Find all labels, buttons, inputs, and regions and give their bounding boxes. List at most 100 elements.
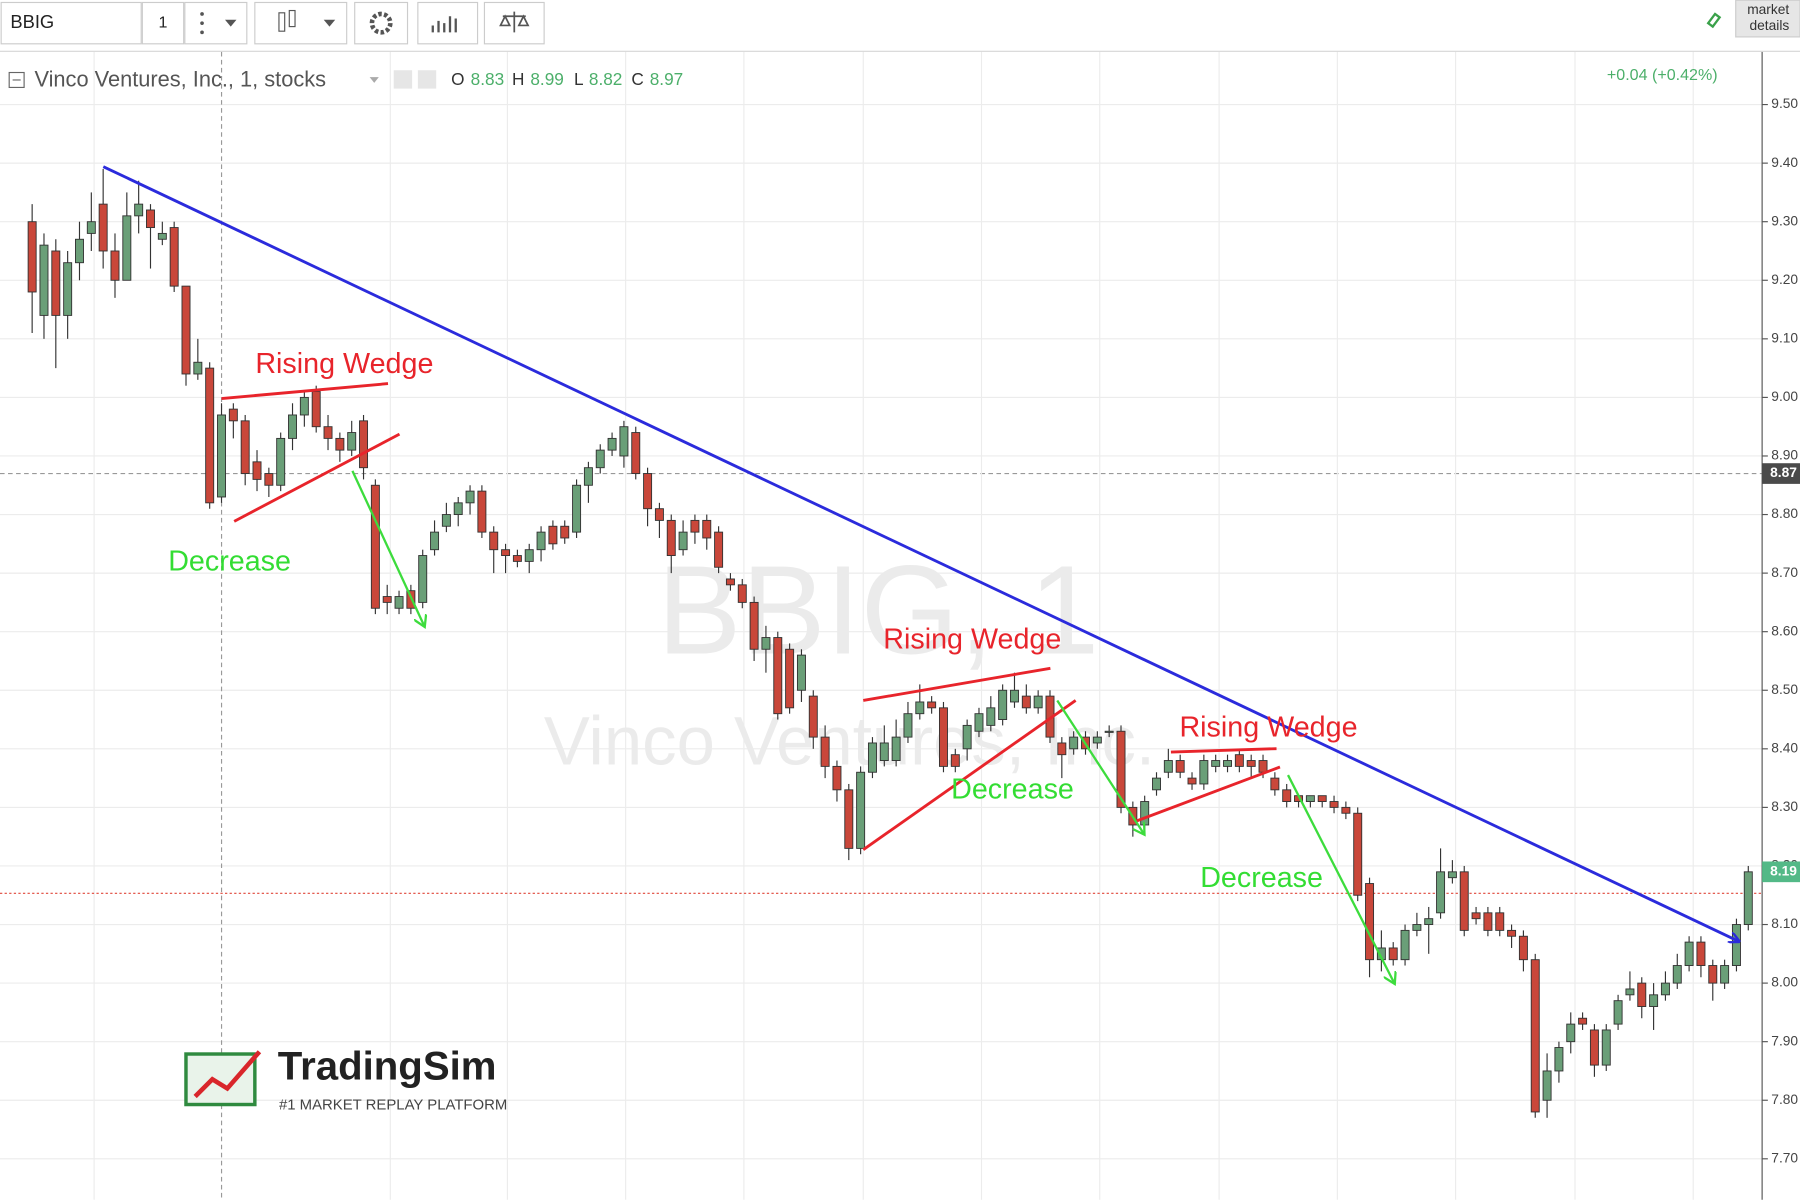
decrease-arrow xyxy=(1056,699,1144,834)
candle-body xyxy=(27,221,37,293)
candle-body xyxy=(205,367,215,504)
y-tick-label: 9.40 xyxy=(1771,155,1798,170)
ohlc-letter: C xyxy=(631,69,643,89)
chart-type-button[interactable] xyxy=(254,1,348,45)
candle-body xyxy=(240,420,250,475)
candle-body xyxy=(524,549,534,562)
candle-body xyxy=(536,531,546,551)
wedge-line xyxy=(221,382,389,400)
candle-body xyxy=(714,531,724,568)
candle-body xyxy=(1116,730,1126,808)
candle-body xyxy=(773,637,783,715)
candle-body xyxy=(311,391,321,428)
candle-body xyxy=(288,414,298,439)
candle-body xyxy=(217,414,226,498)
candle-body xyxy=(1341,806,1351,814)
interval-box[interactable] xyxy=(141,1,185,45)
y-tick-label: 8.10 xyxy=(1771,916,1798,931)
decrease-arrow xyxy=(351,470,424,627)
candle-body xyxy=(583,467,593,486)
market-details-button[interactable] xyxy=(1735,0,1800,38)
interval[interactable]: 1 xyxy=(159,13,168,31)
dot xyxy=(200,12,204,16)
market-details-label[interactable]: details xyxy=(1749,18,1789,33)
dot xyxy=(200,21,204,25)
candle-body xyxy=(1601,1029,1611,1066)
logo-name: TradingSim xyxy=(278,1044,497,1089)
candle-body xyxy=(1092,736,1102,744)
price-axis xyxy=(1762,51,1800,1200)
candle-body xyxy=(879,742,889,761)
settings-icon[interactable] xyxy=(417,70,437,89)
symbol-box[interactable] xyxy=(0,1,142,45)
candle-body xyxy=(264,473,274,486)
candle-body xyxy=(157,232,167,240)
icon xyxy=(278,12,286,32)
link-icon[interactable] xyxy=(1706,12,1722,29)
candle-body xyxy=(1649,994,1659,1007)
y-tick-label: 8.90 xyxy=(1771,448,1798,463)
candle-body xyxy=(820,736,830,767)
candle-body xyxy=(1010,689,1019,703)
candle-body xyxy=(761,637,771,650)
candle-body xyxy=(347,432,357,451)
candle-body xyxy=(1447,871,1457,879)
legend-title: Vinco Ventures, Inc., 1, stocks xyxy=(34,66,326,91)
candle-body xyxy=(418,555,428,603)
candle-body xyxy=(619,426,629,457)
y-tick-label: 8.30 xyxy=(1771,799,1798,814)
candle-body xyxy=(867,742,877,773)
candle-body xyxy=(1530,959,1540,1113)
settings-button[interactable] xyxy=(354,1,409,45)
symbol[interactable]: BBIG xyxy=(10,11,54,32)
candle-body xyxy=(1412,924,1422,931)
candle-body xyxy=(832,765,842,791)
ohlc-value: 8.99 xyxy=(530,69,563,89)
y-tick-label: 9.30 xyxy=(1771,213,1798,228)
wedge-line xyxy=(1135,765,1281,823)
candle-body xyxy=(1305,795,1315,802)
candle-body xyxy=(441,514,451,527)
candle-body xyxy=(1175,760,1185,773)
ohlc-value: 8.82 xyxy=(589,69,622,89)
candle-body xyxy=(122,215,132,281)
candle-body xyxy=(785,648,795,709)
indicators-button[interactable] xyxy=(417,1,479,45)
candle-body xyxy=(1329,801,1339,808)
market-details-label[interactable]: market xyxy=(1747,2,1789,17)
candle-body xyxy=(1566,1023,1576,1043)
candle-body xyxy=(998,689,1008,720)
candle-body xyxy=(643,473,653,510)
candle-body xyxy=(1459,871,1469,931)
vertical-grid xyxy=(93,51,1694,1200)
eye-icon[interactable] xyxy=(393,70,413,89)
dropdown-icon xyxy=(323,19,336,27)
y-tick-label: 9.50 xyxy=(1771,96,1798,111)
candle-body xyxy=(1057,742,1067,756)
ohlc-value: 8.83 xyxy=(471,69,504,89)
candle-body xyxy=(1211,760,1221,767)
candle-body xyxy=(737,584,747,603)
candle-body xyxy=(1542,1070,1552,1101)
move-label: Decrease xyxy=(951,774,1074,806)
candle-body xyxy=(1199,760,1209,785)
move-label: Decrease xyxy=(1200,862,1323,894)
candle-body xyxy=(1246,760,1256,767)
candle-body xyxy=(169,227,179,287)
candle-body xyxy=(690,519,700,533)
candle-body xyxy=(631,432,641,475)
candle-body xyxy=(1613,1000,1623,1025)
candle-body xyxy=(678,531,688,551)
candle-body xyxy=(548,525,558,545)
pattern-label: Rising Wedge xyxy=(883,623,1061,655)
candle-body xyxy=(1021,695,1031,709)
candle-body xyxy=(146,209,155,229)
interval-menu[interactable] xyxy=(184,1,248,45)
candle-body xyxy=(654,508,664,521)
scale-icon xyxy=(499,11,530,33)
candle-body xyxy=(1187,777,1197,785)
y-tick-label: 8.80 xyxy=(1771,506,1798,521)
drawings xyxy=(102,165,1739,984)
last-price-label: 8.19 xyxy=(1770,863,1797,878)
